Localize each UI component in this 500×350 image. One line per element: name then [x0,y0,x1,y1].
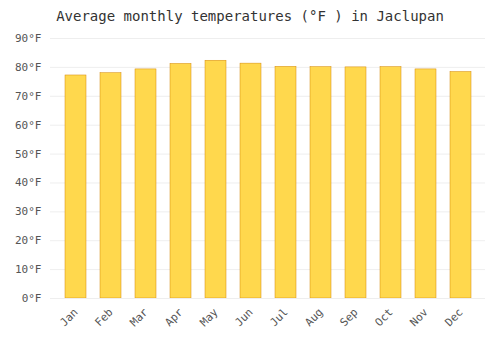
svg-text:Jun: Jun [232,306,255,329]
svg-text:80°F: 80°F [15,61,42,74]
svg-text:Dec: Dec [442,306,465,329]
svg-text:40°F: 40°F [15,176,42,189]
svg-text:Mar: Mar [127,305,151,329]
svg-text:60°F: 60°F [15,119,42,132]
svg-text:0°F: 0°F [22,292,42,305]
svg-text:Aug: Aug [302,306,325,329]
svg-text:10°F: 10°F [15,263,42,276]
svg-text:May: May [197,305,221,329]
svg-text:70°F: 70°F [15,90,42,103]
svg-text:Jan: Jan [57,306,80,329]
svg-text:20°F: 20°F [15,234,42,247]
html-text:Average monthly temperatures (: Average monthly temperatures (°F ) in Ja… [56,8,444,24]
svg-text:Jul: Jul [267,306,290,329]
svg-text:Oct: Oct [372,306,395,329]
svg-text:90°F: 90°F [15,32,42,45]
svg-text:30°F: 30°F [15,205,42,218]
svg-text:Feb: Feb [92,306,115,329]
svg-text:Apr: Apr [162,305,186,329]
svg-text:50°F: 50°F [15,148,42,161]
svg-text:Nov: Nov [407,305,431,329]
svg-text:Sep: Sep [337,306,360,329]
